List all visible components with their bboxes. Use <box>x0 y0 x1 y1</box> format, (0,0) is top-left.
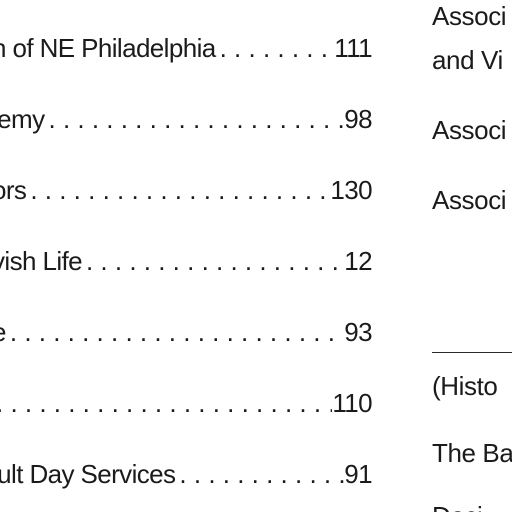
leader-dots <box>0 385 332 421</box>
toc-entry: ors 130 <box>0 172 372 208</box>
toc-left-column: h of NE Philadelphia 111 lemy 98 ors 130… <box>0 0 372 512</box>
right-entry-text: Associ <box>432 1 507 31</box>
right-entry-text: and Vi <box>432 45 503 75</box>
leader-dots <box>82 243 344 279</box>
toc-entry: lult Day Services 91 <box>0 456 372 492</box>
toc-entry: e 93 <box>0 314 372 350</box>
toc-entry-name: ors <box>0 175 27 205</box>
leader-dots <box>216 30 335 66</box>
toc-entry-page: 110 <box>332 388 372 418</box>
toc-entry: vish Life 12 <box>0 243 372 279</box>
toc-entry-page: 12 <box>344 246 372 276</box>
section-divider <box>432 352 512 353</box>
toc-entry: lemy 98 <box>0 101 372 137</box>
toc-entry-page: 98 <box>344 104 372 134</box>
toc-entry-page: 130 <box>330 175 372 205</box>
right-entry-text: Associ <box>432 185 507 215</box>
right-entry-text: (Histo <box>432 371 498 401</box>
toc-entry-name: vish Life <box>0 246 83 276</box>
right-entry-text: The Ba <box>432 438 512 468</box>
leader-dots <box>26 172 330 208</box>
right-entry-text: Deci <box>432 500 483 512</box>
leader-dots <box>175 456 344 492</box>
toc-right-column: Associ and Vi Associ Associ (Histo The B… <box>432 0 512 512</box>
toc-entry-name: lult Day Services <box>0 459 176 489</box>
toc-entry: 110 <box>0 385 372 421</box>
leader-dots <box>6 314 344 350</box>
toc-entry-page: 91 <box>344 459 372 489</box>
toc-entry-name: e <box>0 314 6 350</box>
toc-entry: h of NE Philadelphia 111 <box>0 30 372 66</box>
leader-dots <box>45 101 345 137</box>
right-entry-text: Associ <box>432 115 507 145</box>
toc-entry-page: 111 <box>334 33 372 63</box>
toc-entry-name: lemy <box>0 104 45 134</box>
toc-entry-name: h of NE Philadelphia <box>0 33 216 63</box>
toc-entry-page: 93 <box>344 317 372 347</box>
